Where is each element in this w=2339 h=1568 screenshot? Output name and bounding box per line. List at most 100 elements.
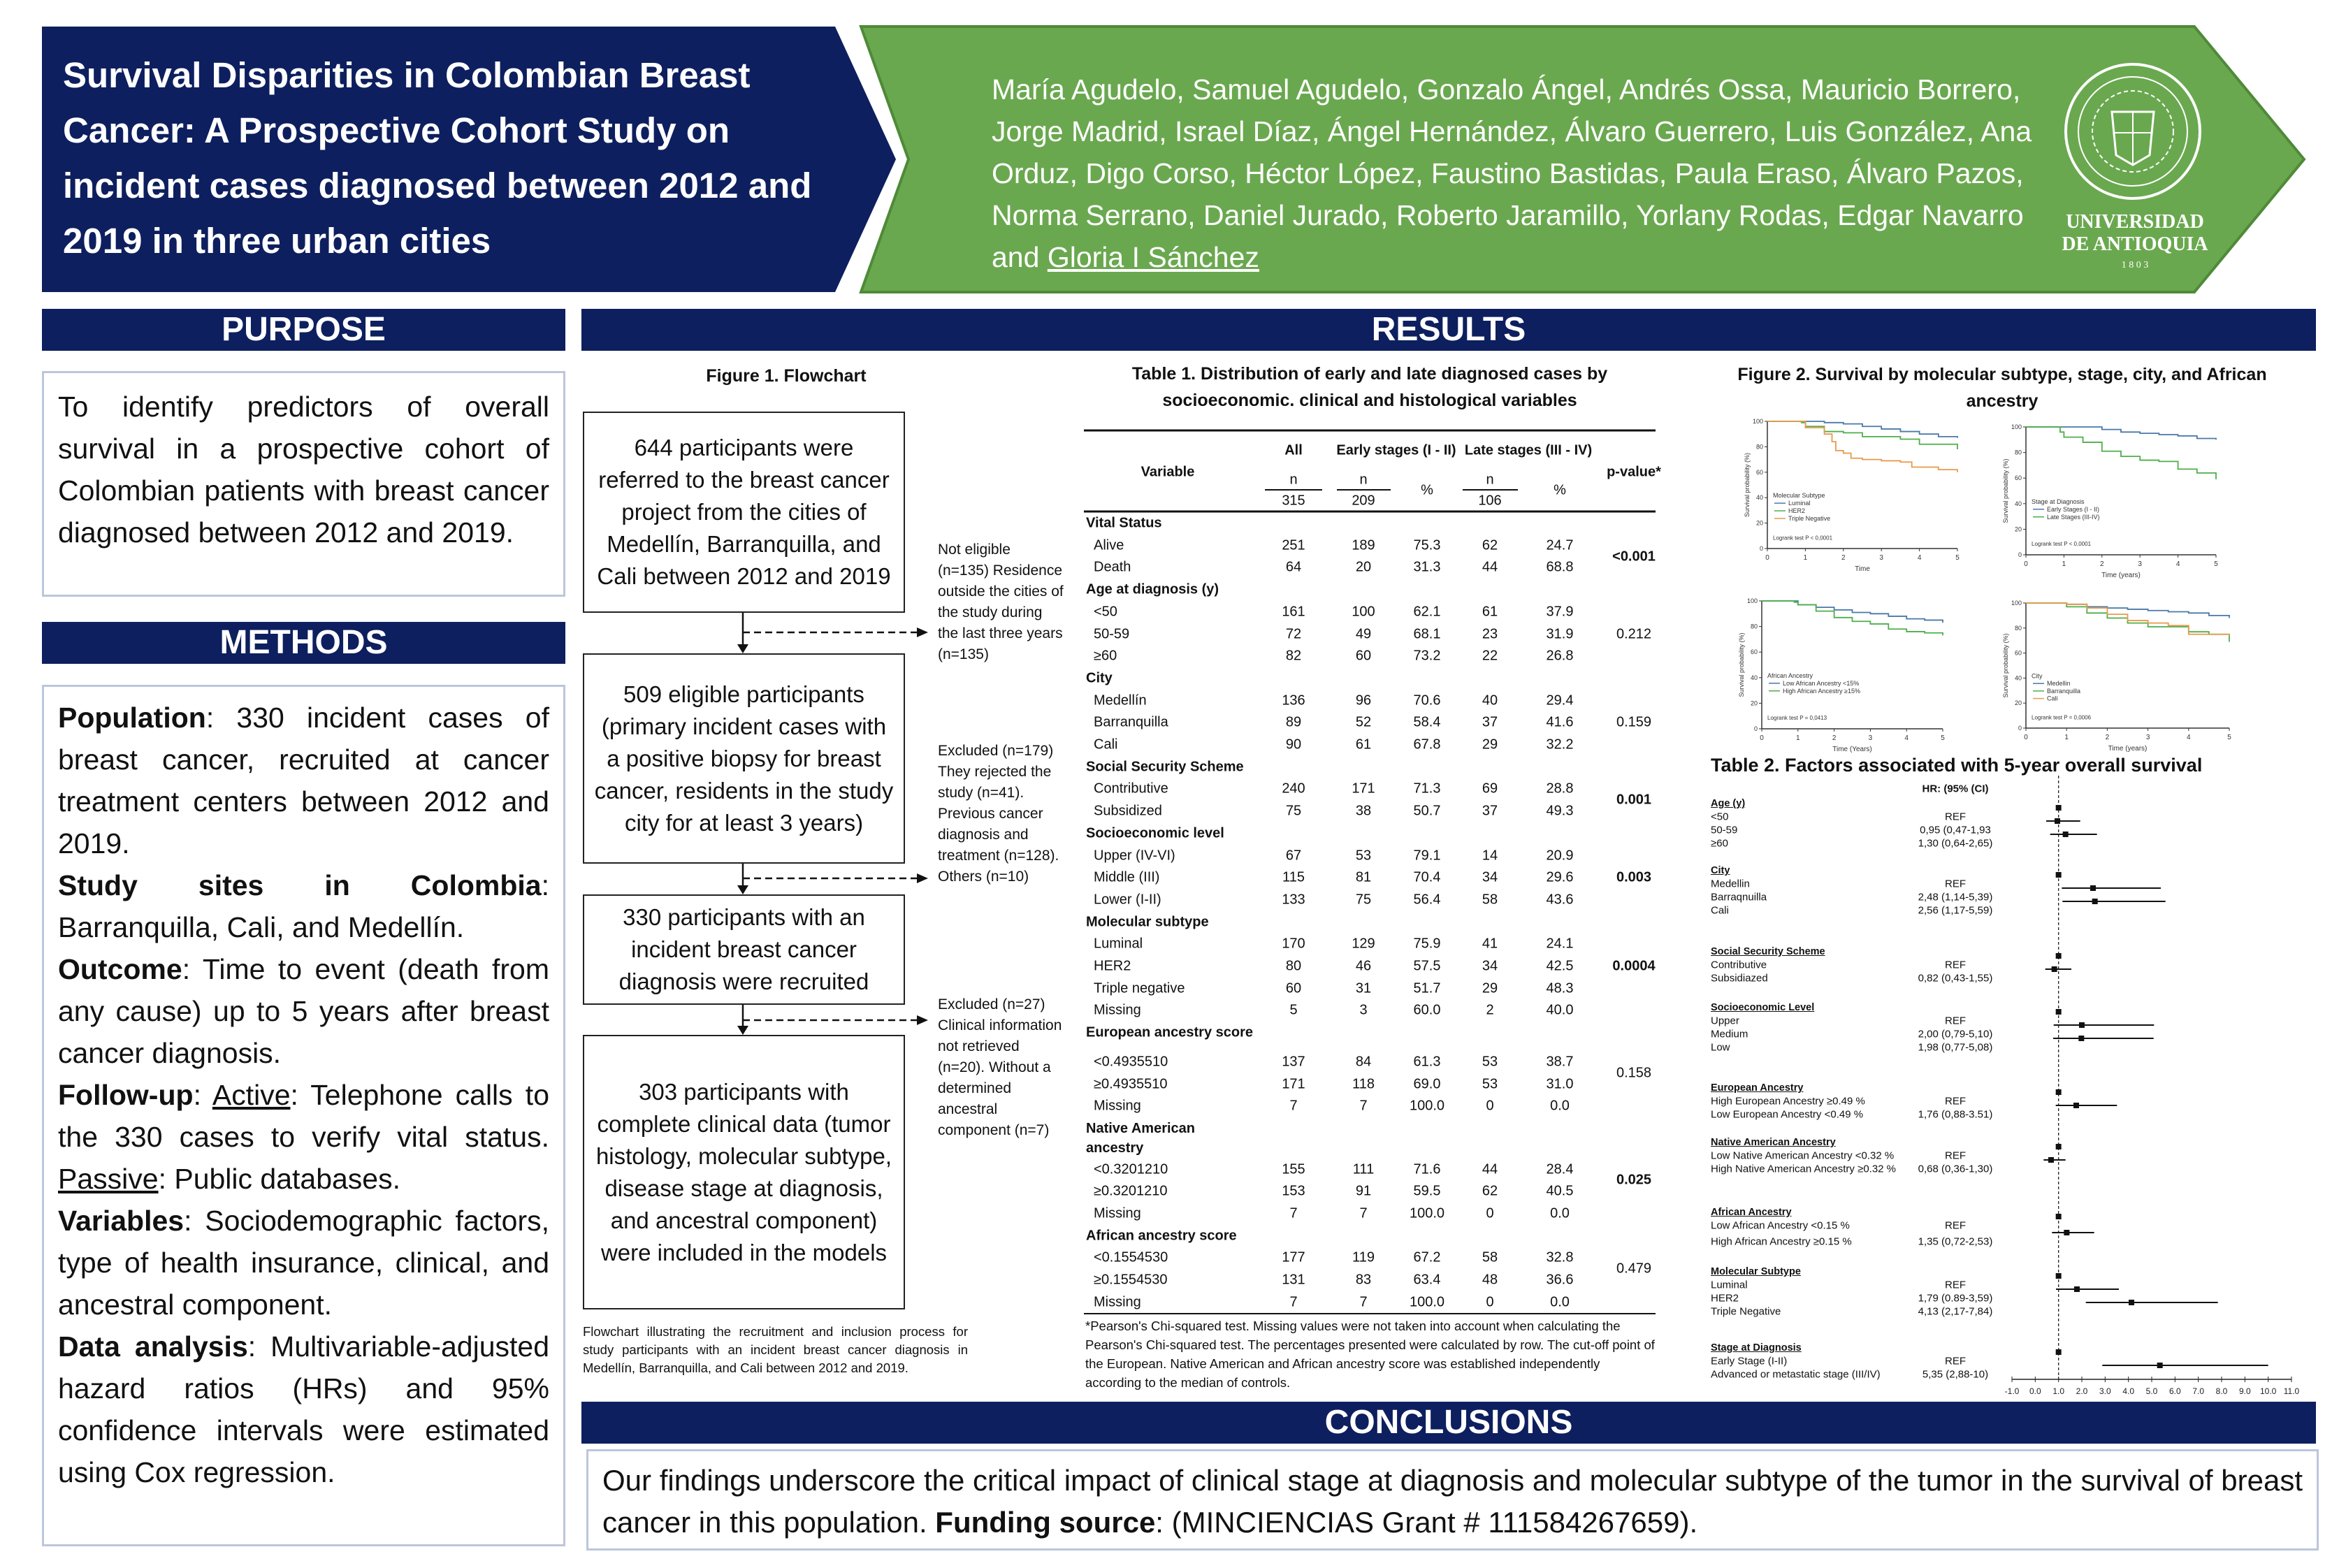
forest-row-label: Triple Negative — [1711, 1305, 1781, 1318]
table1-section-header: Social Security Scheme — [1086, 759, 1244, 775]
table1-cell: 58 — [1482, 1249, 1498, 1265]
legend-title: City — [2032, 672, 2043, 679]
legend-title: Stage at Diagnosis — [2032, 498, 2085, 505]
label: Outcome — [58, 953, 182, 985]
table1-cell: 68.8 — [1546, 559, 1574, 575]
table1-cell: 75.3 — [1413, 537, 1441, 553]
table1-cell: 53 — [1482, 1054, 1498, 1070]
hr-marker — [2074, 1286, 2080, 1292]
table1-cell: 32.8 — [1546, 1249, 1574, 1265]
table1-cell: 118 — [1352, 1076, 1375, 1091]
table1-cell: 170 — [1282, 936, 1305, 952]
hr-marker — [2064, 1230, 2070, 1235]
logrank-annotation: Logrank test P < 0,0001 — [1773, 535, 1833, 541]
table1-cell: 96 — [1355, 692, 1372, 709]
legend-label: Low African Ancestry <15% — [1783, 680, 1859, 687]
km-curve-early-stages-i-ii- — [2026, 426, 2217, 440]
forest-row-label: Medellin — [1711, 878, 1750, 890]
table1-cell: 61 — [1355, 736, 1372, 753]
table1-row-label: Cali — [1094, 736, 1118, 753]
table1-cell: 100.0 — [1409, 1294, 1445, 1310]
text: : Multivariable-adjusted hazard ratios (… — [58, 1330, 549, 1488]
label: Study sites in Colombia — [58, 869, 542, 901]
table1-cell: 41.6 — [1546, 714, 1574, 730]
university-seal-icon — [2064, 63, 2201, 200]
y-tick-label: 40 — [2015, 674, 2022, 681]
passive-label: Passive — [58, 1163, 159, 1195]
table1-cell: 72 — [1285, 626, 1302, 641]
table1-cell: 23 — [1482, 626, 1498, 641]
x-tick-label: 2 — [1832, 734, 1837, 742]
x-tick-label: 3 — [1879, 554, 1883, 562]
y-tick-label: 100 — [2011, 600, 2022, 607]
forest-row-label: Subsidiazed — [1711, 972, 1768, 985]
hr-marker — [2055, 1349, 2062, 1355]
forest-tick-label: 2.0 — [2076, 1386, 2088, 1396]
table1-row-label: Missing — [1094, 1098, 1141, 1114]
table1-cell: 44 — [1482, 559, 1498, 575]
forest-hr-text: REF — [1945, 1279, 1966, 1291]
km-plot-2: 0 1 2 3 4 5 0 20 40 60 80 100 Time (years) Survival p… — [2002, 423, 2218, 579]
legend-label: HER2 — [1788, 507, 1805, 514]
y-tick-label: 40 — [1751, 674, 1758, 681]
legend-label: Late Stages (III-IV) — [2047, 514, 2100, 521]
table1-cell: 61 — [1482, 604, 1498, 620]
table1-row-label: Lower (I-II) — [1094, 892, 1161, 908]
table1-cell: 171 — [1352, 781, 1375, 797]
forest-hr-text: 2,48 (1,14-5,39) — [1918, 891, 1993, 903]
table1-title: Table 1. Distribution of early and late … — [1131, 364, 1608, 410]
forest-hr-text: 0,82 (0,43-1,55) — [1918, 972, 1993, 985]
table1-row-label: 50-59 — [1094, 626, 1130, 641]
km-curve-cali — [2026, 602, 2230, 636]
table1-section-header: Socioeconomic level — [1086, 825, 1224, 841]
text: : Public databases. — [158, 1163, 401, 1195]
author-list: María Agudelo, Samuel Agudelo, Gonzalo Á… — [992, 68, 2033, 278]
table1-cell: 5 — [1289, 1002, 1298, 1018]
table1-header-variable: Variable — [1140, 464, 1195, 480]
table1-row-label: Middle (III) — [1094, 869, 1160, 885]
table1-cell: 136 — [1282, 692, 1305, 709]
forest-tick-label: 10.0 — [2260, 1386, 2277, 1396]
methods-variables: Variables: Sociodemographic factors, typ… — [58, 1200, 549, 1326]
forest-hr-text: REF — [1945, 959, 1966, 971]
forest-row-label: High Native American Ancestry ≥0.32 % — [1711, 1163, 1897, 1175]
sep: : — [193, 1079, 212, 1111]
forest-row-label: Advanced or metastatic stage (III/IV) — [1711, 1368, 1881, 1381]
table1-row-label: ≥0.1554530 — [1094, 1272, 1168, 1288]
forest-row-label: Low Native American Ancestry <0.32 % — [1711, 1149, 1895, 1162]
x-tick-label: 1 — [1804, 554, 1808, 562]
figure1-title: Figure 1. Flowchart — [706, 366, 867, 386]
table1-section-header: European ancestry score — [1086, 1024, 1253, 1040]
y-tick-label: 80 — [2015, 625, 2022, 632]
forest-plot: -1.0 0.0 1.0 2.0 3.0 4.0 5.0 6.0 7.0 8.0 9.0 10.0 11… — [2005, 776, 2300, 1396]
hr-marker — [2055, 805, 2062, 811]
text: : Telephone calls to the 330 cases to ve… — [58, 1079, 549, 1153]
table1-cell: 32.2 — [1546, 736, 1574, 753]
forest-row-label: Contributive — [1711, 959, 1767, 971]
table1-cell: 59.5 — [1413, 1183, 1441, 1199]
navy-title-banner — [42, 27, 896, 292]
x-tick-label: 5 — [1955, 554, 1960, 562]
forest-hr-text: REF — [1945, 878, 1966, 890]
table1-header-late: Late stages (III - IV) — [1464, 442, 1593, 458]
table1-cell: 115 — [1282, 869, 1305, 885]
table1-cell: 129 — [1352, 936, 1375, 952]
table1-row-label: Barranquilla — [1094, 714, 1168, 730]
table1-cell: 64 — [1285, 559, 1302, 575]
table1-cell: 29.6 — [1546, 869, 1574, 885]
table1-pvalue: 0.0004 — [1612, 958, 1656, 974]
corresponding-author-link[interactable]: Gloria I Sánchez — [1047, 241, 1259, 273]
table1-cell: 62 — [1482, 1183, 1498, 1199]
forest-tick-label: 7.0 — [2192, 1386, 2204, 1396]
forest-row-label: Luminal — [1711, 1279, 1748, 1291]
table1-cell: 0 — [1486, 1205, 1494, 1221]
label: Population — [58, 702, 206, 734]
table1-cell: 44 — [1482, 1161, 1498, 1177]
y-tick-label: 0 — [1760, 545, 1763, 552]
y-tick-label: 80 — [1756, 443, 1763, 450]
table1-cell: 22 — [1482, 648, 1498, 664]
table1-cell: 51.7 — [1413, 980, 1441, 996]
table1-cell: 69 — [1482, 781, 1498, 797]
table1-cell: 89 — [1285, 714, 1302, 730]
table1-cell: 62.1 — [1413, 604, 1441, 620]
